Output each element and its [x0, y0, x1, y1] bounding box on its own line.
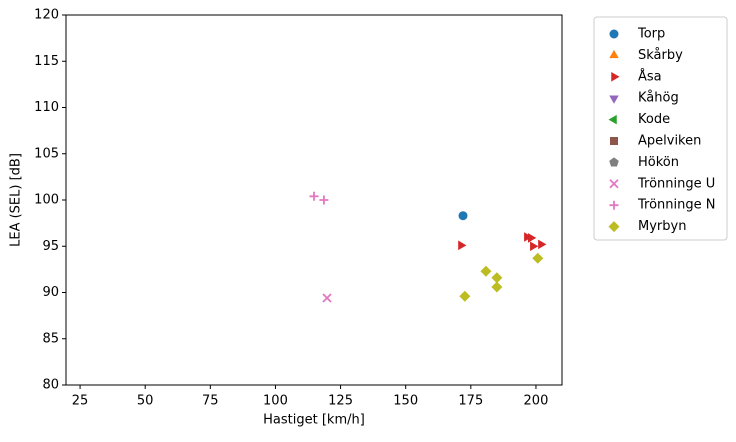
legend-label: Apelviken [638, 134, 701, 149]
point [480, 265, 492, 277]
legend-marker [609, 157, 619, 167]
x-tick-label: 200 [524, 394, 549, 409]
legend-marker [608, 221, 620, 233]
point [491, 281, 503, 293]
legend-label: Hökön [638, 155, 679, 170]
y-tick-label: 80 [42, 378, 59, 393]
legend-marker [610, 137, 618, 145]
x-tick-label: 175 [458, 394, 483, 409]
point [458, 211, 468, 221]
x-tick-label: 25 [72, 394, 89, 409]
y-tick-label: 105 [34, 146, 59, 161]
point [458, 240, 467, 251]
point [319, 195, 329, 205]
legend-label: Trönninge U [637, 176, 715, 191]
x-tick-label: 125 [328, 394, 353, 409]
legend-marker [611, 72, 620, 82]
legend-label: Trönninge N [637, 198, 715, 213]
legend-label: Myrbyn [638, 219, 686, 234]
x-tick-label: 100 [263, 394, 288, 409]
legend-label: Skårby [638, 48, 683, 63]
point [491, 272, 503, 284]
x-tick-label: 75 [202, 394, 219, 409]
x-tick-label: 150 [393, 394, 418, 409]
point [459, 290, 471, 302]
legend-marker [609, 49, 619, 59]
x-axis-label: Hastiget [km/h] [263, 413, 365, 428]
legend-label: Kåhög [638, 91, 679, 106]
x-tick-label: 50 [137, 394, 154, 409]
legend-marker [609, 179, 619, 189]
y-tick-label: 120 [34, 8, 59, 23]
legend-marker [609, 95, 619, 104]
legend-label: Torp [637, 27, 665, 42]
y-tick-label: 100 [34, 193, 59, 208]
legend-marker [608, 114, 617, 125]
point [322, 293, 332, 303]
point [538, 239, 547, 250]
legend-marker [609, 200, 619, 210]
y-axis-label: LEA (SEL) [dB] [9, 153, 24, 247]
y-tick-label: 110 [34, 100, 59, 115]
legend-label: Kode [638, 112, 670, 127]
y-tick-label: 95 [42, 239, 59, 254]
point [530, 241, 539, 252]
point [532, 252, 544, 264]
y-tick-label: 115 [34, 54, 59, 69]
point [527, 233, 537, 243]
y-tick-label: 90 [42, 285, 59, 300]
legend-box [593, 16, 728, 241]
y-tick-label: 85 [42, 331, 59, 346]
legend-marker [609, 29, 619, 39]
legend-label: Åsa [638, 68, 662, 84]
point [309, 191, 319, 201]
